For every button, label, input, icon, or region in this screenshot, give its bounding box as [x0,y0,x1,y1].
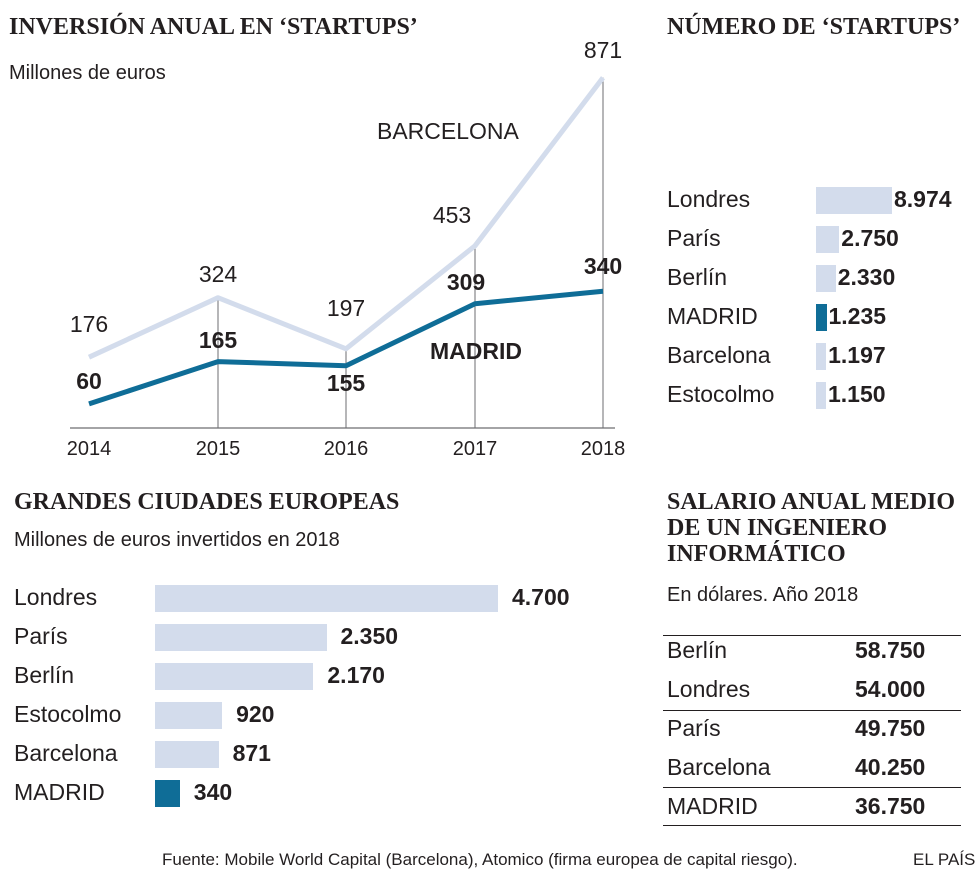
table-value: 36.750 [855,793,926,819]
table-city: MADRID [667,793,758,819]
table-city: París [667,715,721,741]
data-label-barcelona: 871 [584,37,622,63]
bar-category-label: Barcelona [667,342,771,368]
bar-value-label: 871 [232,740,271,766]
bar-value-label: 920 [236,701,275,727]
table-value: 40.250 [855,754,926,780]
bar [155,584,498,612]
x-tick-label: 2018 [581,438,626,460]
series-label-madrid: MADRID [430,338,522,364]
bar-value-label: 2.350 [340,623,399,649]
table-rule [663,635,961,636]
bar-value-label: 4.700 [512,584,570,610]
table-rule [663,825,961,826]
bar-category-label: Barcelona [14,740,118,766]
bar-category-label: MADRID [14,779,105,805]
bar-value-label: 2.170 [327,662,385,688]
bar-category-label: MADRID [667,303,758,329]
data-label-madrid: 60 [76,368,102,394]
source-note: Fuente: Mobile World Capital (Barcelona)… [162,850,798,869]
bar-category-label: Estocolmo [667,381,775,407]
data-label-madrid: 340 [584,253,622,279]
data-label-madrid: 165 [199,327,238,353]
data-label-barcelona: 453 [433,202,471,228]
table-rule [663,710,961,711]
x-tick-label: 2014 [67,438,112,460]
series-line-madrid [88,288,604,407]
bar-value-label: 1.150 [828,381,886,407]
table-value: 49.750 [855,715,926,741]
x-tick-label: 2015 [196,438,241,460]
x-tick-label: 2016 [324,438,369,460]
bar [816,186,892,214]
bar [816,303,827,331]
data-label-barcelona: 197 [327,295,365,321]
bar [155,623,327,651]
bar-value-label: 2.750 [841,225,899,251]
bar-value-label: 1.197 [828,342,886,368]
table-rule [663,787,961,788]
table-city: Berlín [667,637,728,663]
bar-category-label: Berlín [667,264,728,290]
table-city: Londres [667,676,751,702]
bar-value-label: 8.974 [894,186,952,212]
table-value: 54.000 [855,676,926,702]
table-value: 58.750 [855,637,926,663]
line-chart-subtitle: Millones de euros [9,62,166,84]
bar-value-label: 1.235 [828,303,887,329]
bar-category-label: Berlín [14,662,75,688]
salary-table-subtitle: En dólares. Año 2018 [667,584,859,606]
bar [155,701,223,729]
data-label-madrid: 155 [327,370,366,396]
bar-value-label: 340 [193,779,233,805]
series-label-barcelona: BARCELONA [377,118,520,144]
salary-table-title: SALARIO ANUAL MEDIO DE UN INGENIERO INFO… [667,489,956,567]
bar [816,225,840,253]
startups-chart-title: NÚMERO DE ‘STARTUPS’ [667,14,961,40]
series-line-barcelona [87,76,605,360]
bar [816,264,836,292]
data-label-barcelona: 176 [70,311,108,337]
cities-chart-title: GRANDES CIUDADES EUROPEAS [14,489,400,515]
bar [816,381,826,409]
bar-category-label: París [14,623,68,649]
data-label-barcelona: 324 [199,261,238,287]
x-tick-label: 2017 [453,438,498,460]
bar [155,740,219,768]
data-label-madrid: 309 [447,269,485,295]
bar [155,779,180,807]
bar [155,662,314,690]
bar-category-label: Londres [14,584,98,610]
cities-chart-subtitle: Millones de euros invertidos en 2018 [14,529,340,551]
bar-category-label: Estocolmo [14,701,122,727]
line-chart-title: INVERSIÓN ANUAL EN ‘STARTUPS’ [9,14,418,40]
bar-category-label: Londres [667,186,751,212]
table-city: Barcelona [667,754,771,780]
publisher-credit: EL PAÍS [913,850,976,869]
bar-value-label: 2.330 [837,264,896,290]
bar [816,342,827,370]
bar-category-label: París [667,225,721,251]
